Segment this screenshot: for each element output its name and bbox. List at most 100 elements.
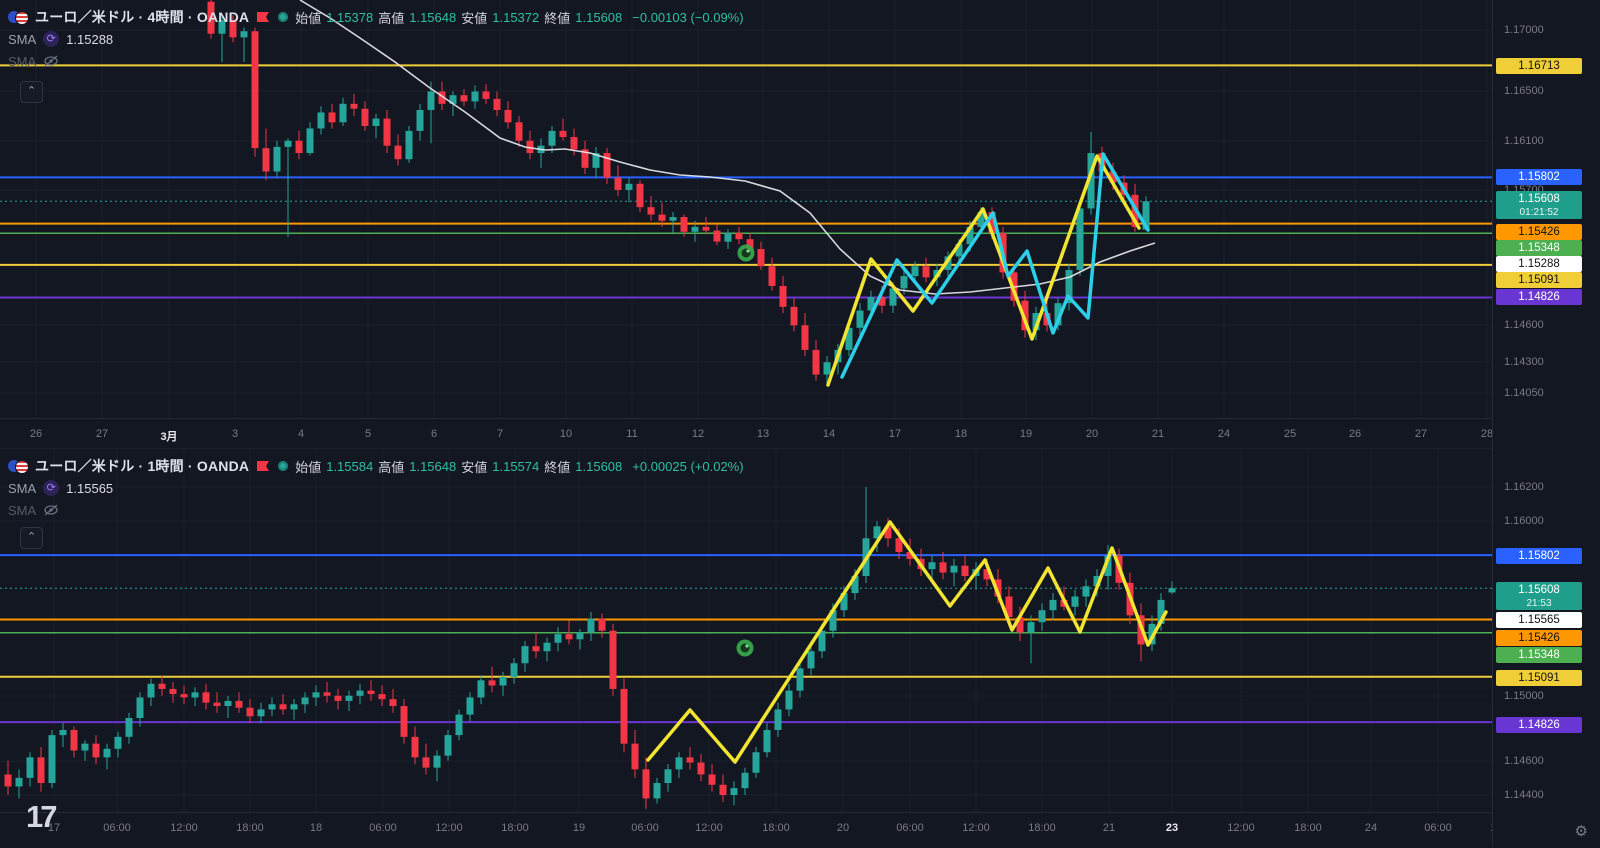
candle-down [394, 145, 402, 160]
candle-up [312, 692, 320, 698]
time-label: 17 [47, 822, 61, 834]
candle-down [251, 31, 259, 149]
candle-down [686, 757, 694, 763]
price-badge[interactable]: 1.15288 [1496, 256, 1582, 272]
price-badge[interactable]: 1.14826 [1496, 717, 1582, 733]
candle-down [515, 122, 523, 141]
price-badge[interactable]: 1.15348 [1496, 647, 1582, 663]
refresh-icon[interactable]: ⟳ [43, 480, 60, 496]
candle-down [812, 349, 820, 375]
candle-up [724, 233, 732, 242]
time-label: 20 [836, 822, 850, 834]
collapse-pane-button-4h[interactable]: ⌃ [20, 81, 43, 103]
candle-up [372, 118, 380, 126]
price-badge[interactable]: 1.14826 [1496, 289, 1582, 305]
time-label: 10 [559, 428, 573, 440]
price-tick-label: 1.14300 [1504, 356, 1544, 368]
refresh-icon[interactable]: ⟳ [43, 31, 60, 47]
price-badge[interactable]: 1.15802 [1496, 169, 1582, 185]
candle-up [977, 212, 985, 227]
candle-down [295, 140, 303, 154]
candle-up [576, 632, 584, 640]
price-badge[interactable]: 1.15348 [1496, 240, 1582, 256]
candle-down [565, 634, 573, 640]
time-label: 26 [1348, 428, 1362, 440]
time-axis-1h[interactable]: 17 06:00 12:00 18:00 18 06:00 12:00 18:00 19 06:0… [0, 812, 1600, 848]
price-badge[interactable]: 1.15565 [1496, 612, 1582, 628]
candle-up [867, 297, 875, 311]
symbol-title-1h[interactable]: ユーロ／米ドル · 1時間 · OANDA [35, 458, 250, 474]
candle-up [218, 20, 226, 34]
candle-up [966, 226, 974, 245]
candle-down [647, 207, 655, 215]
candle-up [823, 362, 831, 375]
candle-up [301, 697, 309, 705]
settings-gear-icon[interactable]: ⚙ [1574, 823, 1588, 840]
candle-up [1071, 596, 1079, 607]
candle-down [246, 707, 254, 717]
candle-up [345, 695, 353, 701]
candle-up [752, 752, 760, 773]
price-badge[interactable]: 1.16713 [1496, 58, 1582, 74]
price-badge[interactable]: 1.15608 21:53 [1496, 582, 1582, 610]
change-readout-4h: −0.00103 (−0.09%) [632, 9, 744, 25]
candle-up [741, 772, 749, 789]
price-tick-label: 1.17000 [1504, 24, 1544, 36]
time-label: 19 [572, 822, 586, 834]
price-badge[interactable]: 1.15091 [1496, 272, 1582, 288]
collapse-pane-button-1h[interactable]: ⌃ [20, 527, 43, 549]
price-badge[interactable]: 1.15426 [1496, 224, 1582, 240]
candle-down [482, 91, 490, 99]
zigzag-drawing[interactable] [826, 154, 1141, 387]
candle-down [702, 226, 710, 231]
green-marker-icon[interactable] [736, 639, 754, 657]
price-badge[interactable]: 1.15608 01:21:52 [1496, 191, 1582, 219]
price-badge[interactable]: 1.15802 [1496, 548, 1582, 564]
candle-down [768, 266, 776, 286]
time-label: 28 [1480, 428, 1494, 440]
flag-icon[interactable] [256, 460, 271, 473]
candle-up [950, 565, 958, 573]
price-badge[interactable]: 1.15091 [1496, 670, 1582, 686]
candle-down [878, 297, 886, 306]
market-status-icon[interactable] [278, 461, 289, 471]
candle-down [169, 688, 177, 695]
time-label: 3 [231, 428, 239, 440]
candlestick-chart-1h[interactable] [0, 449, 1492, 812]
price-axis[interactable]: 1.17000 1.16500 1.16100 1.15700 1.14600 1.143… [1492, 0, 1600, 847]
time-axis-4h[interactable]: 26 27 3月 3 4 5 6 7 10 11 12 13 14 17 18 19 20 21 24 25 26 27 2… [0, 418, 1600, 448]
eye-off-icon[interactable] [43, 503, 59, 517]
price-badge[interactable]: 1.15426 [1496, 630, 1582, 646]
candle-down [801, 325, 809, 350]
sma-hidden-legend-4h: SMA [8, 50, 744, 72]
candle-up [911, 266, 919, 277]
candle-down [400, 706, 408, 737]
zigzag-drawing[interactable] [840, 152, 1150, 379]
green-marker-icon[interactable] [737, 244, 755, 262]
candle-down [642, 769, 650, 799]
market-status-icon[interactable] [278, 12, 289, 22]
time-label: 18:00 [762, 822, 790, 834]
candle-down [939, 562, 947, 573]
time-label: 06:00 [896, 822, 924, 834]
legend-1h: ユーロ／米ドル · 1時間 · OANDA 始値 1.15584 高値 1.1564… [8, 455, 744, 521]
candle-up [521, 646, 529, 664]
candle-up [356, 690, 364, 696]
candle-up [955, 244, 963, 257]
flag-icon[interactable] [256, 11, 271, 24]
zigzag-drawing[interactable] [646, 520, 1168, 764]
eye-off-icon[interactable] [43, 54, 59, 68]
pane-divider[interactable] [0, 447, 1600, 449]
time-label: 18:00 [501, 822, 529, 834]
tradingview-logo[interactable]: 17 [26, 799, 58, 834]
candle-up [785, 690, 793, 710]
candle-up [15, 777, 23, 787]
candle-up [191, 692, 199, 698]
candlestick-chart-4h[interactable] [0, 0, 1492, 418]
candle-up [653, 783, 661, 799]
symbol-title-4h[interactable]: ユーロ／米ドル · 4時間 · OANDA [35, 9, 250, 25]
time-label: 3月 [160, 431, 178, 443]
price-tick-label: 1.16500 [1504, 85, 1544, 97]
candle-up [1065, 269, 1073, 304]
candle-down [378, 694, 386, 700]
